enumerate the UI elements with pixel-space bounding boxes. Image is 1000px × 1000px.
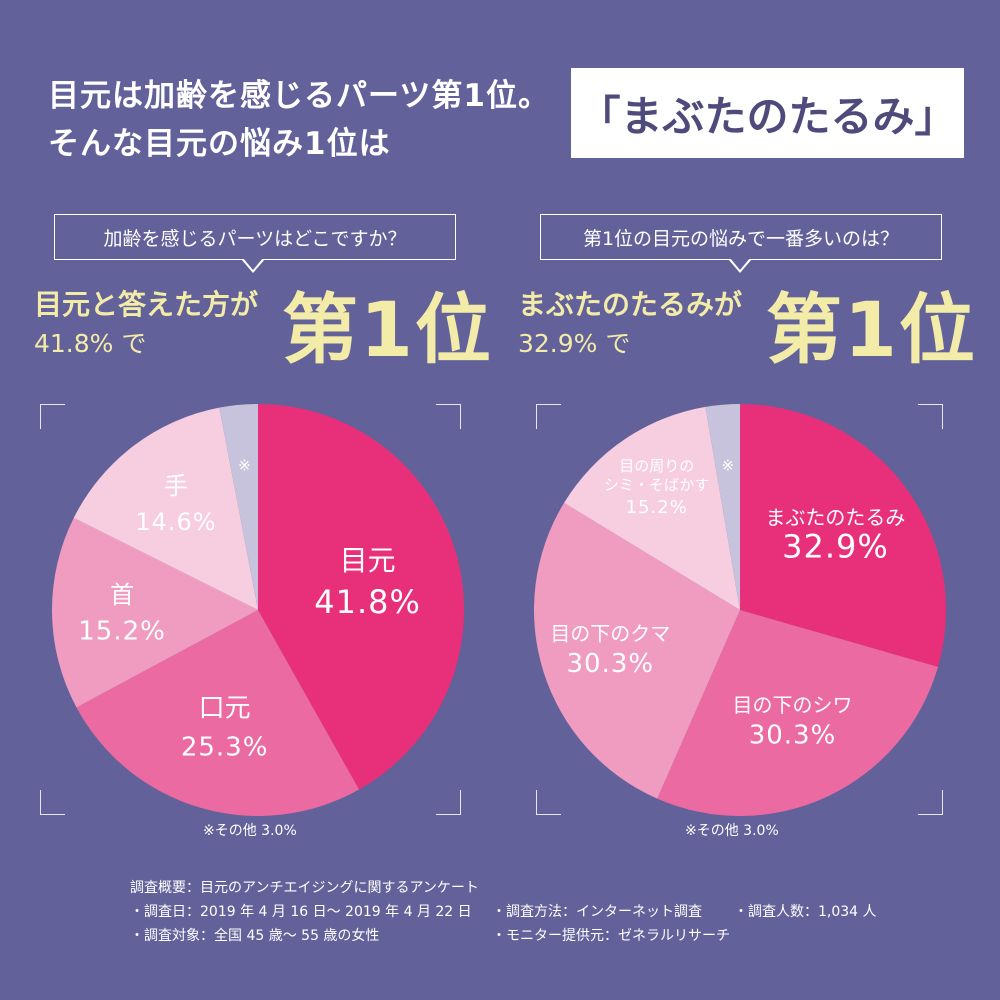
- right-bracket-bl: [536, 790, 561, 815]
- right-result-line1: まぶたのたるみが: [518, 288, 743, 321]
- right-result-line2: 32.9% で: [518, 329, 631, 358]
- left-slice-category-label-1-0: 口元: [199, 693, 251, 723]
- left-bracket-bl: [40, 790, 65, 815]
- right-pie-slice-2: [533, 502, 740, 799]
- right-slice-value-label-3: 15.2%: [626, 497, 688, 518]
- survey-method: ・調査方法：インターネット調査: [492, 904, 702, 920]
- right-slice-value-label-1: 30.3%: [749, 720, 837, 750]
- left-slice-category-label-0-0: 目元: [340, 544, 396, 577]
- left-bracket-tl: [40, 404, 65, 429]
- right-slice-value-label-2: 30.3%: [567, 649, 655, 679]
- left-slice-value-label-2: 15.2%: [78, 616, 166, 646]
- left-slice-category-label-2-0: 首: [110, 581, 134, 609]
- left-bracket-br: [436, 790, 461, 815]
- right-bracket-tl: [536, 404, 561, 429]
- survey-count: ・調査人数：1,034 人: [734, 904, 877, 920]
- right-slice-category-label-0-0: まぶたのたるみ: [765, 505, 905, 529]
- left-pie-slice-0: [258, 404, 465, 790]
- headline: 目元は加齢を感じるパーツ第1位。 そんな目元の悩み1位は: [48, 72, 550, 168]
- right-bracket-tr: [918, 404, 943, 429]
- highlight-box: 「まぶたのたるみ」: [571, 68, 964, 158]
- left-slice-value-label-3: 14.6%: [135, 508, 216, 536]
- headline-line1: 目元は加齢を感じるパーツ第1位。: [48, 78, 550, 114]
- left-result-line2: 41.8% で: [34, 329, 147, 358]
- left-slice-value-label-1: 25.3%: [181, 732, 269, 762]
- left-slice-category-label-3-0: 手: [164, 472, 188, 500]
- survey-target: ・調査対象：全国 45 歳〜 55 歳の女性: [130, 928, 380, 944]
- right-bracket-br: [918, 790, 943, 815]
- left-pie-slice-1: [76, 610, 360, 816]
- right-pie-slice-0: [740, 404, 946, 667]
- right-pie-slice-3: [564, 406, 740, 610]
- survey-provider: ・モニター提供元：ゼネラルリサーチ: [492, 928, 730, 944]
- right-pie-slice-4: [705, 404, 740, 610]
- survey-info: 調査概要：目元のアンチエイジングに関するアンケート ・調査日：2019 年 4 …: [130, 876, 877, 948]
- left-rank: 第1位: [282, 285, 493, 374]
- headline-line2: そんな目元の悩み1位は: [48, 126, 391, 162]
- right-footnote: ※その他 3.0%: [685, 823, 779, 839]
- right-slice-category-label-3-1: シミ・そばかす: [604, 476, 709, 494]
- right-slice-value-label-0: 32.9%: [782, 527, 889, 565]
- left-pie-slice-3: [73, 407, 258, 610]
- right-slice-category-label-4-0: ※: [722, 456, 735, 474]
- left-slice-category-label-4-0: ※: [238, 457, 251, 475]
- right-rank: 第1位: [766, 285, 977, 374]
- left-pie-slice-2: [51, 517, 258, 708]
- left-bracket-tr: [436, 404, 461, 429]
- right-slice-category-label-1-0: 目の下のシワ: [733, 693, 853, 717]
- right-slice-category-label-2-0: 目の下のクマ: [550, 622, 670, 646]
- right-slice-category-label-3-0: 目の周りの: [619, 457, 694, 475]
- left-result-line1: 目元と答えた方が: [34, 288, 259, 321]
- left-slice-value-label-0: 41.8%: [314, 583, 421, 621]
- survey-overview: 調査概要：目元のアンチエイジングに関するアンケート: [130, 880, 479, 896]
- survey-date: ・調査日：2019 年 4 月 16 日〜 2019 年 4 月 22 日: [130, 904, 472, 920]
- left-question-tail-inner: [243, 258, 263, 270]
- left-pie-slice-4: [219, 404, 258, 610]
- right-question-tail-inner: [730, 258, 750, 270]
- left-footnote: ※その他 3.0%: [203, 823, 297, 839]
- right-pie-slice-1: [657, 610, 938, 816]
